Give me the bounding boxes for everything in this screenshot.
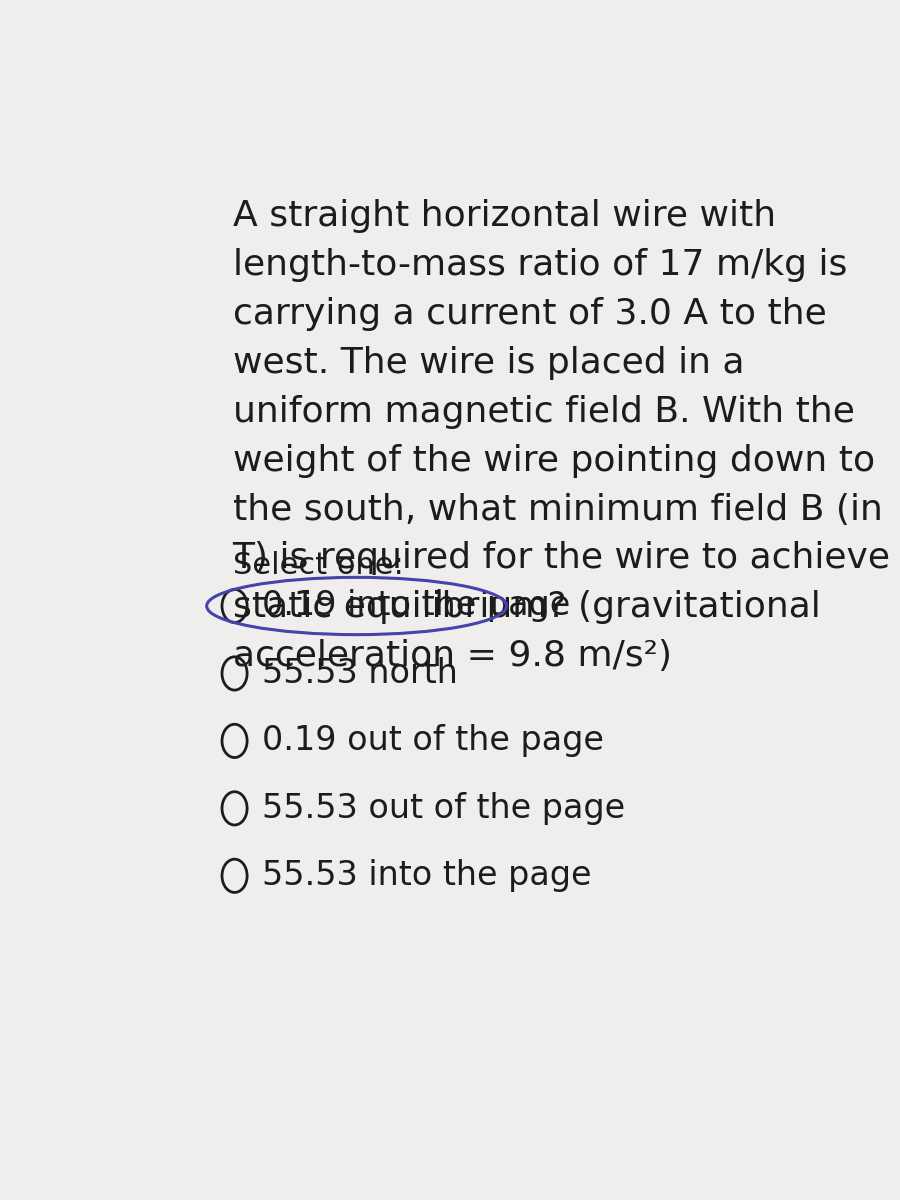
Text: 55.53 out of the page: 55.53 out of the page	[263, 792, 626, 824]
Text: Select one:: Select one:	[232, 551, 403, 580]
Text: A straight horizontal wire with
length-to-mass ratio of 17 m/kg is
carrying a cu: A straight horizontal wire with length-t…	[232, 199, 891, 673]
Text: 0.19 into the page: 0.19 into the page	[263, 589, 571, 623]
Text: 55.53 into the page: 55.53 into the page	[263, 859, 592, 893]
Text: 0.19 out of the page: 0.19 out of the page	[263, 725, 604, 757]
Text: 55.53 north: 55.53 north	[263, 656, 458, 690]
